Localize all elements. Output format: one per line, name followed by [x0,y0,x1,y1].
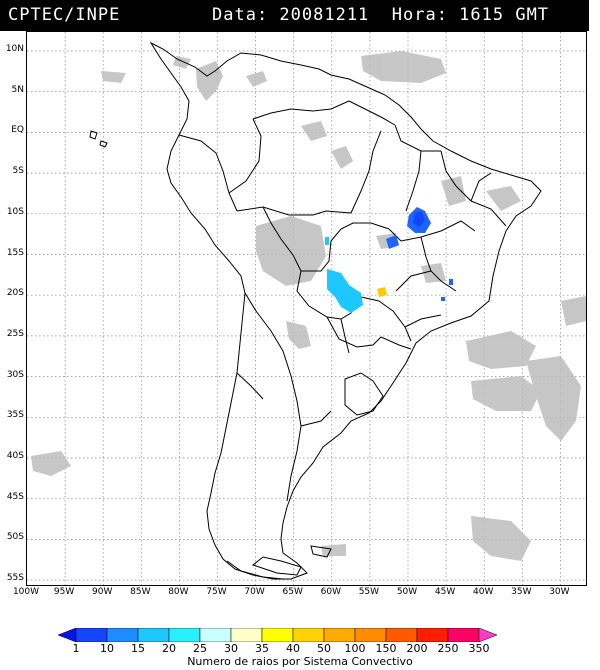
lat-label: 45S [6,491,24,502]
colorbar-segment [106,628,139,642]
colorbar [58,628,498,642]
lat-label: 40S [6,451,24,461]
lat-label: 10N [5,44,24,54]
colorbar-label: 200 [406,642,428,655]
lat-label: 55S [6,573,24,584]
colorbar-segment [230,628,263,642]
colorbar-segment [199,628,232,642]
lightning-cells [325,207,453,313]
colorbar-label: 10 [100,642,114,655]
lat-label: 5N [11,84,24,95]
colorbar-label: 50 [317,642,331,655]
date-time-label: Data: 20081211 Hora: 1615 GMT [212,5,550,25]
cloud-cover [31,51,586,561]
lon-label: 75W [206,587,227,597]
lon-label: 70W [244,587,265,597]
lon-label: 60W [320,587,341,597]
lon-label: 50W [396,587,418,597]
colorbar-segment [75,628,108,642]
map-header: CPTEC/INPE Data: 20081211 Hora: 1615 GMT [0,0,589,31]
lat-label: 25S [6,328,24,339]
colorbar-title: Numero de raios por Sistema Convectivo [187,655,413,668]
colorbar-label: 20 [162,642,176,655]
colorbar-segment [354,628,387,642]
lon-label: 40W [473,587,494,597]
lat-label: 15S [6,247,24,258]
colorbar-segment [385,628,418,642]
colorbar-label: 40 [286,642,300,655]
lon-label: 95W [53,587,75,597]
coastline-borders [89,41,542,580]
lat-label: 35S [6,410,24,421]
colorbar-segment [168,628,201,642]
colorbar-segment [323,628,356,642]
colorbar-segment [416,628,449,642]
lon-label: 90W [92,587,113,597]
colorbar-segment [292,628,325,642]
lon-label: 35W [511,587,532,597]
colorbar-min-arrow [58,628,77,642]
lat-label: 30S [6,369,24,380]
source-label: CPTEC/INPE [8,5,121,25]
lat-label: 10S [6,206,24,217]
colorbar-label: 350 [468,642,490,655]
lon-label: 65W [282,587,303,597]
map-frame [26,31,587,586]
map-canvas [27,32,586,585]
colorbar-segment [447,628,480,642]
colorbar-label: 250 [437,642,459,655]
colorbar-label: 15 [131,642,145,655]
colorbar-segment [261,628,294,642]
lon-label: 45W [434,587,456,597]
lat-label: 50S [6,532,24,543]
lon-label: 85W [130,587,151,597]
lat-lon-grid [27,32,586,585]
colorbar-label: 1 [72,642,80,655]
colorbar-label: 150 [375,642,397,655]
lon-label: 55W [358,587,380,597]
lat-label: 20S [6,288,24,299]
colorbar-label: 35 [255,642,269,655]
colorbar-max-arrow [478,628,498,642]
lon-label: 80W [168,587,189,597]
colorbar-label: 100 [344,642,366,655]
colorbar-label: 25 [193,642,207,655]
lon-label: 30W [549,587,570,597]
colorbar-label: 30 [224,642,238,655]
lat-label: EQ [11,125,24,136]
colorbar-segment [137,628,170,642]
lat-label: 5S [12,166,24,177]
lon-label: 100W [12,587,40,597]
